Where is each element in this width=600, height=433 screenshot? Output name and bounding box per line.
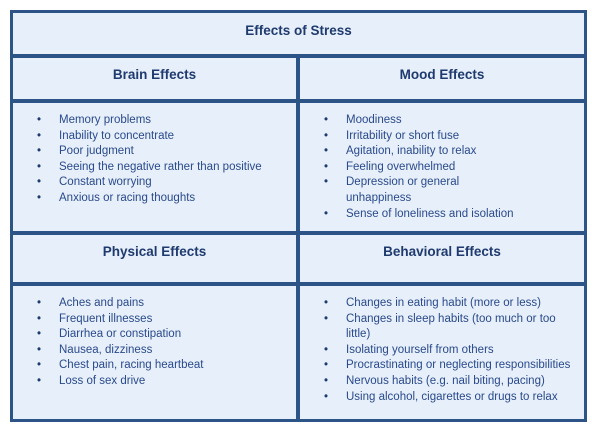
list-item: Loss of sex drive xyxy=(37,374,299,390)
list-item: Using alcohol, cigarettes or drugs to re… xyxy=(324,390,582,406)
list-item: Memory problems xyxy=(37,113,299,129)
behavioral-effects-heading: Behavioral Effects xyxy=(297,232,587,285)
list-item: Changes in eating habit (more or less) xyxy=(324,296,582,312)
list-item: Frequent illnesses xyxy=(37,312,299,328)
list-item: Aches and pains xyxy=(37,296,299,312)
list-item: Irritability or short fuse xyxy=(324,129,501,145)
list-item: Nervous habits (e.g. nail biting, pacing… xyxy=(324,374,582,390)
list-item: Chest pain, racing heartbeat xyxy=(37,358,299,374)
list-item: Sense of loneliness and isolation xyxy=(324,207,514,223)
list-item: Moodiness xyxy=(324,113,501,129)
list-item: Inability to concentrate xyxy=(37,129,299,145)
behavioral-effects-list: Changes in eating habit (more or less) C… xyxy=(297,283,587,422)
list-item: Changes in sleep habits (too much or too… xyxy=(324,312,582,343)
list-item: Feeling overwhelmed xyxy=(324,160,501,176)
list-item: Nausea, dizziness xyxy=(37,343,299,359)
mood-effects-list: Moodiness Irritability or short fuse Agi… xyxy=(297,100,587,234)
list-item: Poor judgment xyxy=(37,144,299,160)
table-title: Effects of Stress xyxy=(10,10,587,57)
list-item: Seeing the negative rather than positive xyxy=(37,160,299,176)
list-item: Depression or general unhappiness xyxy=(324,175,501,206)
list-item: Diarrhea or constipation xyxy=(37,327,299,343)
mood-effects-heading: Mood Effects xyxy=(297,55,587,102)
list-item: Procrastinating or neglecting responsibi… xyxy=(324,358,582,374)
list-item: Constant worrying xyxy=(37,175,299,191)
brain-effects-heading: Brain Effects xyxy=(10,55,299,102)
physical-effects-heading: Physical Effects xyxy=(10,232,299,285)
list-item: Anxious or racing thoughts xyxy=(37,191,299,207)
list-item: Isolating yourself from others xyxy=(324,343,582,359)
physical-effects-list: Aches and pains Frequent illnesses Diarr… xyxy=(10,283,299,422)
list-item: Agitation, inability to relax xyxy=(324,144,501,160)
brain-effects-list: Memory problems Inability to concentrate… xyxy=(10,100,299,234)
